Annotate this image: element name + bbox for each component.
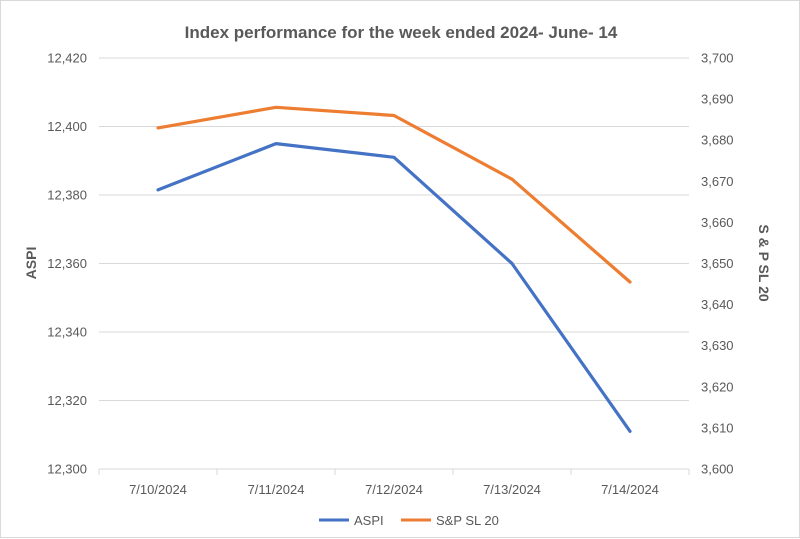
left-tick-label: 12,300 (47, 462, 87, 477)
right-tick-label: 3,640 (701, 297, 734, 312)
right-tick-label: 3,600 (701, 462, 734, 477)
left-tick-label: 12,360 (47, 256, 87, 271)
series-line-aspi (156, 142, 632, 433)
right-axis-ticks: 3,600 3,610 3,620 3,630 3,640 3,650 3,660 3,670… (701, 51, 734, 477)
left-tick-label: 12,340 (47, 325, 87, 340)
right-tick-label: 3,670 (701, 174, 734, 189)
legend: ASPI S&P SL 20 (319, 513, 499, 528)
x-tick-label: 7/12/2024 (365, 482, 423, 497)
series-lines (156, 105, 632, 433)
legend-label-aspi: ASPI (354, 513, 384, 528)
right-tick-label: 3,690 (701, 92, 734, 107)
x-tick-label: 7/10/2024 (129, 482, 187, 497)
right-tick-label: 3,700 (701, 51, 734, 66)
legend-label-sp-sl-20: S&P SL 20 (436, 513, 499, 528)
x-tick-label: 7/13/2024 (483, 482, 541, 497)
gridlines (99, 57, 689, 470)
x-tick-label: 7/11/2024 (248, 482, 305, 497)
left-axis-label: ASPI (23, 247, 39, 280)
x-axis-ticks: 7/10/2024 7/11/2024 7/12/2024 7/13/2024 7/14… (98, 469, 690, 497)
right-tick-label: 3,610 (701, 420, 734, 435)
left-axis-ticks: 12,300 12,320 12,340 12,360 12,380 12,400 12,4… (47, 51, 87, 477)
right-tick-label: 3,660 (701, 215, 734, 230)
right-axis-label: S & P SL 20 (756, 224, 772, 302)
right-tick-label: 3,650 (701, 256, 734, 271)
left-tick-label: 12,320 (47, 393, 87, 408)
left-tick-label: 12,380 (47, 188, 87, 203)
right-tick-label: 3,620 (701, 379, 734, 394)
right-tick-label: 3,630 (701, 338, 734, 353)
left-tick-label: 12,400 (47, 119, 87, 134)
left-tick-label: 12,420 (47, 51, 87, 66)
x-tick-label: 7/14/2024 (601, 482, 659, 497)
chart-title: Index performance for the week ended 202… (185, 23, 618, 42)
series-line-s-p-sl-20 (156, 105, 632, 284)
right-tick-label: 3,680 (701, 133, 734, 148)
